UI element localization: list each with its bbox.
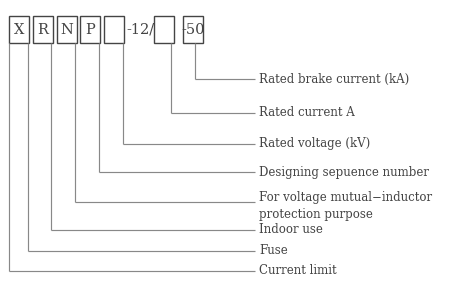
Text: For voltage mutual−inductor
protection purpose: For voltage mutual−inductor protection p…: [259, 191, 433, 221]
Text: Rated voltage (kV): Rated voltage (kV): [259, 137, 371, 150]
Text: X: X: [14, 23, 24, 37]
Text: Designing sepuence number: Designing sepuence number: [259, 166, 429, 179]
Text: -12/: -12/: [126, 23, 155, 37]
Text: Rated brake current (kA): Rated brake current (kA): [259, 72, 410, 85]
Text: P: P: [86, 23, 95, 37]
Text: N: N: [60, 23, 73, 37]
Text: Rated current A: Rated current A: [259, 106, 355, 119]
Text: R: R: [38, 23, 48, 37]
Text: Current limit: Current limit: [259, 264, 337, 277]
Text: Fuse: Fuse: [259, 244, 288, 257]
Text: Indoor use: Indoor use: [259, 223, 323, 236]
Text: -50: -50: [181, 23, 205, 37]
